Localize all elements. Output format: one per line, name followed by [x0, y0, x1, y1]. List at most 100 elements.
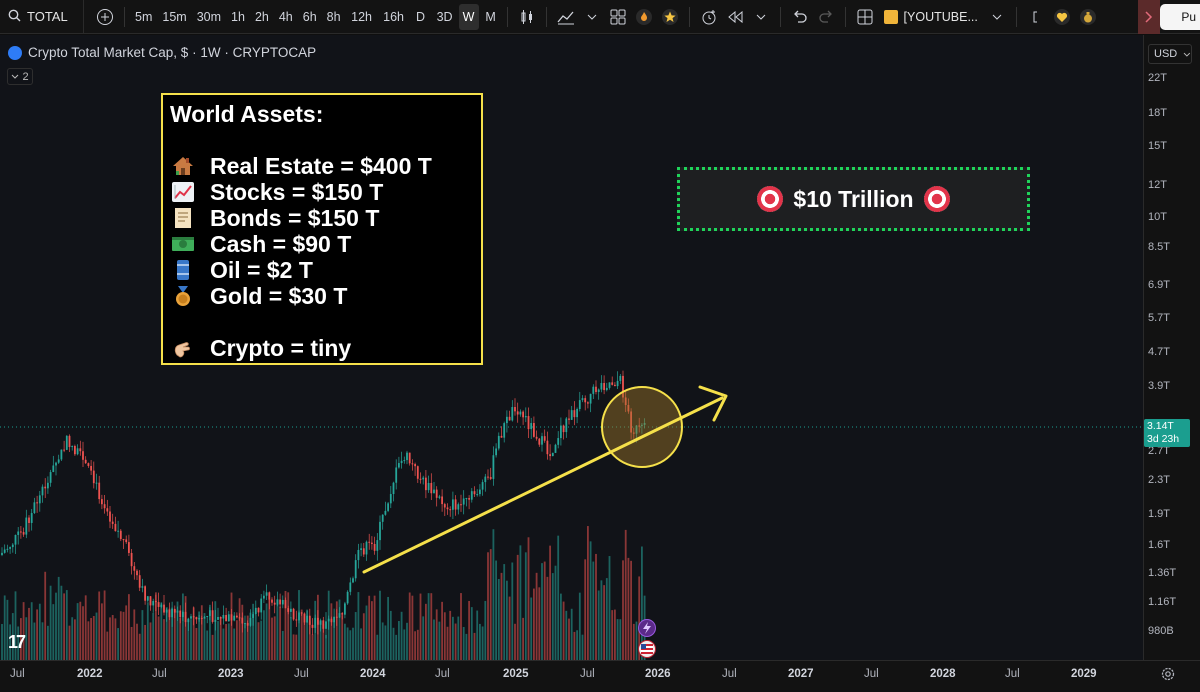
asset-oil: Oil = $2 T [210, 257, 313, 283]
target-annotation[interactable]: $10 Trillion [677, 167, 1030, 231]
alert-icon[interactable] [696, 4, 722, 30]
volume-bar [411, 595, 414, 660]
time-tick-label: 2026 [645, 668, 671, 680]
layout-name: [YOUTUBE... [903, 9, 978, 24]
volume-bar [106, 631, 109, 660]
volume-bar [314, 600, 317, 660]
star-icon[interactable] [657, 4, 683, 30]
time-scale[interactable] [0, 660, 1200, 692]
candle-body [11, 544, 14, 548]
volume-bar [200, 605, 203, 660]
moneybag-icon[interactable] [1075, 4, 1101, 30]
volume-bar [427, 593, 430, 660]
templates-icon[interactable] [605, 4, 631, 30]
volume-bar [392, 627, 395, 660]
volume-bar [406, 622, 408, 660]
volume-bar [149, 622, 152, 660]
time-tick-label: 2022 [77, 668, 103, 680]
interval-3d[interactable]: 3D [436, 9, 453, 24]
volume-bar [381, 622, 384, 660]
candle-body [365, 541, 368, 555]
volume-bar [3, 595, 6, 660]
bracket-icon[interactable] [1023, 4, 1049, 30]
interval-15m[interactable]: 15m [162, 9, 187, 24]
volume-bar [260, 620, 263, 660]
price-tick-label: 18T [1148, 107, 1167, 119]
volume-bar [592, 561, 595, 660]
candle-body [371, 542, 373, 544]
candles-icon[interactable] [514, 4, 540, 30]
currency-selector[interactable]: USD [1148, 44, 1192, 64]
candle-body [454, 499, 457, 510]
us-flag-event-icon[interactable] [638, 640, 656, 658]
tradingview-logo[interactable]: 17 [8, 632, 26, 652]
cryptocap-logo-icon [8, 45, 22, 60]
chart-legend[interactable]: Crypto Total Market Cap, $ · 1W · CRYPTO… [8, 45, 316, 60]
interval-4h[interactable]: 4h [278, 9, 293, 24]
chevron-down-icon[interactable] [579, 4, 605, 30]
interval-8h[interactable]: 8h [326, 9, 341, 24]
price-tick-label: 1.9T [1148, 508, 1171, 520]
layout-icon[interactable] [852, 4, 878, 30]
volume-bar [233, 628, 236, 660]
candle-body [344, 603, 346, 615]
interval-6h[interactable]: 6h [302, 9, 317, 24]
volume-bar [430, 593, 433, 660]
candle-body [452, 499, 454, 510]
fire-icon[interactable] [631, 4, 657, 30]
interval-2h[interactable]: 2h [254, 9, 269, 24]
candle-body [638, 425, 641, 427]
candle-body [211, 610, 214, 622]
volume-bar [55, 592, 57, 660]
volume-bar [319, 621, 322, 660]
price-scale[interactable] [1143, 35, 1200, 660]
interval-12h[interactable]: 12h [351, 9, 372, 24]
indicators-collapse-button[interactable]: 2 [7, 68, 33, 85]
candle-body [106, 508, 109, 512]
interval-16h[interactable]: 16h [383, 9, 404, 24]
publish-button[interactable]: Pu [1160, 4, 1200, 30]
price-tick-label: 5.7T [1148, 312, 1171, 324]
indicators-icon[interactable] [553, 4, 579, 30]
layout-name-button[interactable]: [YOUTUBE... [878, 9, 984, 24]
interval-d[interactable]: D [416, 9, 426, 24]
redo-icon[interactable] [813, 4, 839, 30]
volume-bar [433, 619, 435, 660]
chevron-down-icon[interactable] [984, 4, 1010, 30]
price-chart[interactable] [0, 35, 1143, 660]
chevron-right-icon[interactable] [1138, 0, 1160, 34]
gear-icon[interactable] [1160, 666, 1176, 682]
interval-w[interactable]: W [458, 3, 479, 30]
candle-body [508, 416, 511, 421]
time-tick-label: Jul [435, 668, 450, 680]
interval-5m[interactable]: 5m [135, 9, 153, 24]
candle-body [14, 534, 17, 545]
volume-bar [533, 588, 535, 660]
highlight-circle [601, 386, 683, 468]
candle-body [22, 532, 25, 535]
volume-bar [527, 537, 530, 660]
volume-bar [165, 607, 168, 660]
chevron-down-icon[interactable] [748, 4, 774, 30]
volume-bar [187, 619, 190, 660]
symbol-search[interactable]: TOTAL [0, 0, 84, 34]
candle-body [500, 435, 503, 438]
candle-body [265, 592, 268, 596]
candle-body [449, 509, 452, 511]
add-symbol-icon[interactable] [92, 4, 118, 30]
world-assets-annotation[interactable]: World Assets: Real Estate = $400 T Stock… [161, 93, 483, 365]
interval-30m[interactable]: 30m [196, 9, 222, 24]
lightning-event-icon[interactable] [638, 619, 656, 637]
candle-body [349, 582, 352, 592]
candle-body [551, 452, 554, 457]
interval-m[interactable]: M [485, 9, 496, 24]
volume-bar [614, 609, 616, 660]
heart-icon[interactable] [1049, 4, 1075, 30]
candle-body [581, 398, 584, 401]
undo-icon[interactable] [787, 4, 813, 30]
volume-bar [300, 609, 303, 660]
interval-1h[interactable]: 1h [231, 9, 245, 24]
replay-icon[interactable] [722, 4, 748, 30]
volume-bar [236, 620, 238, 660]
volume-bar [171, 607, 173, 660]
